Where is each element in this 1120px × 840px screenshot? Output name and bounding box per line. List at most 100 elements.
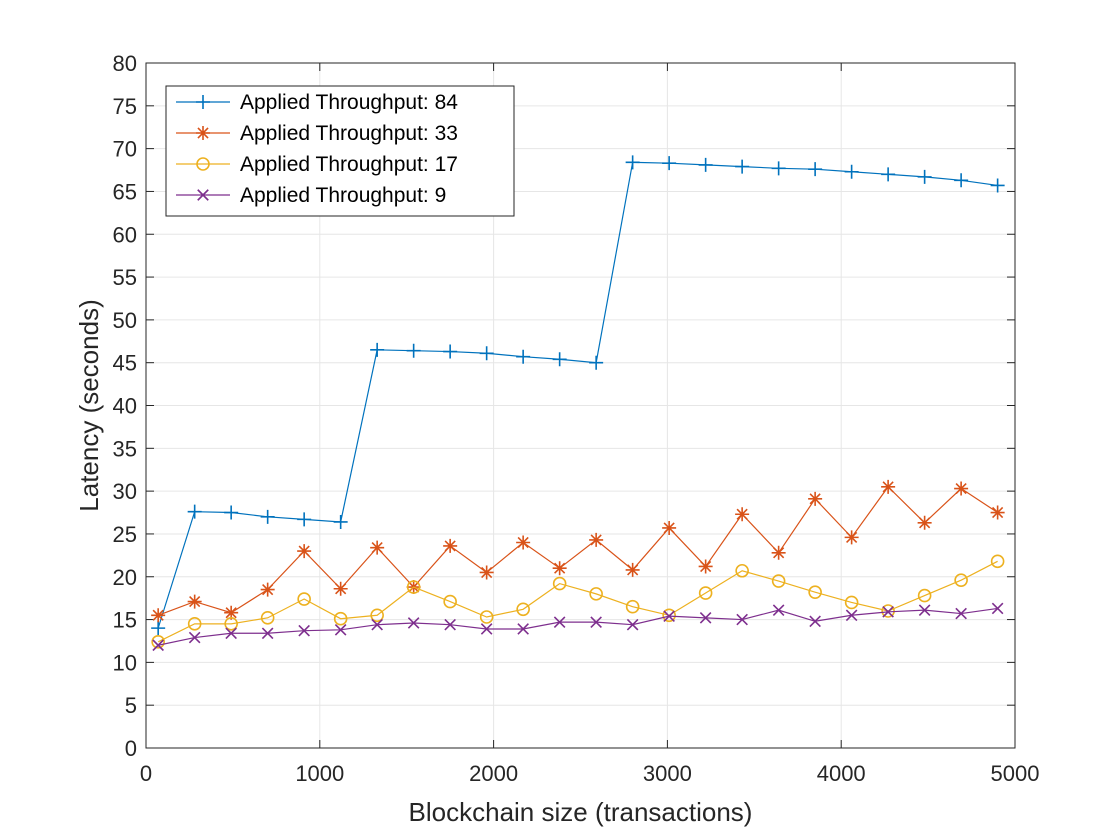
series-1-point xyxy=(516,349,531,364)
y-tick-label: 20 xyxy=(113,565,137,590)
series-layer xyxy=(151,155,1005,652)
series-3-point xyxy=(589,587,603,601)
series-2-point xyxy=(333,581,348,596)
series-3-point xyxy=(735,563,749,578)
series-line-3 xyxy=(157,560,998,643)
y-tick-label: 40 xyxy=(113,394,137,419)
y-tick-label: 70 xyxy=(113,137,137,162)
series-2-point xyxy=(370,540,385,555)
legend-label: Applied Throughput: 84 xyxy=(240,91,458,114)
series-2-point xyxy=(881,479,896,494)
x-tick-label: 5000 xyxy=(991,761,1040,786)
series-1-point xyxy=(954,173,969,188)
y-tick-label: 35 xyxy=(113,436,137,461)
y-tick-label: 15 xyxy=(113,608,137,633)
legend: Applied Throughput: 84 Applied Throughput… xyxy=(165,85,515,217)
series-2-point xyxy=(187,594,202,609)
series-4-point xyxy=(736,613,748,626)
x-tick-label: 0 xyxy=(140,761,152,786)
legend-marker xyxy=(196,95,210,109)
series-1-point xyxy=(443,344,458,359)
series-2-point xyxy=(698,559,713,574)
y-tick-label: 50 xyxy=(113,308,137,333)
y-tick-label: 60 xyxy=(113,222,137,247)
series-2-point xyxy=(552,561,567,576)
series-4-point xyxy=(845,609,858,622)
series-1-point xyxy=(479,346,494,361)
series-4-point xyxy=(371,618,383,631)
series-3-point xyxy=(224,617,238,631)
series-3-point xyxy=(808,585,822,599)
series-1-point xyxy=(224,505,239,520)
series-1-point xyxy=(370,342,385,357)
x-axis-label: Blockchain size (transactions) xyxy=(409,797,753,827)
series-2-point xyxy=(662,520,677,535)
axis-ticks: 0 1000 2000 3000 4000 5000 0 5 10 15 20 25 30 35 40 45 5… xyxy=(113,51,1040,786)
y-tick-label: 75 xyxy=(113,94,137,119)
series-3-point xyxy=(260,611,275,625)
series-2-point xyxy=(625,562,640,577)
series-3 xyxy=(151,554,1005,649)
y-tick-label: 10 xyxy=(113,650,137,675)
y-tick-label: 55 xyxy=(113,265,137,290)
series-2-point xyxy=(224,605,239,620)
x-tick-label: 1000 xyxy=(295,761,344,786)
series-4-point xyxy=(334,624,347,636)
series-4-point xyxy=(772,604,785,616)
series-2-point xyxy=(589,532,604,547)
series-3-point xyxy=(516,602,530,617)
series-4-point xyxy=(955,607,967,620)
legend-marker xyxy=(196,126,210,140)
series-1-point xyxy=(771,161,786,176)
legend-entry-2: Applied Throughput: 33 xyxy=(176,122,458,145)
series-1-point xyxy=(881,167,896,182)
series-1-point xyxy=(297,512,312,527)
series-3-point xyxy=(552,576,567,591)
series-3-point xyxy=(370,608,384,623)
series-1-point xyxy=(187,504,202,519)
y-tick-label: 25 xyxy=(113,522,137,547)
series-line-4 xyxy=(158,607,998,646)
series-1-point xyxy=(844,164,859,179)
series-1-point xyxy=(662,156,677,171)
series-4-point xyxy=(407,617,420,629)
legend-entry-4: Applied Throughput: 9 xyxy=(176,184,446,207)
series-3-point xyxy=(297,592,311,606)
series-1-point xyxy=(735,159,750,174)
y-tick-label: 30 xyxy=(113,479,137,504)
x-tick-label: 3000 xyxy=(643,761,692,786)
series-2-point xyxy=(808,491,823,506)
series-1-point xyxy=(406,343,421,358)
y-tick-label: 65 xyxy=(113,179,137,204)
series-1-point xyxy=(808,162,823,177)
y-tick-label: 45 xyxy=(113,351,137,376)
series-4-point xyxy=(882,606,894,618)
x-tick-label: 4000 xyxy=(817,761,866,786)
series-3-point xyxy=(698,586,713,600)
series-3-point xyxy=(151,635,165,649)
legend-marker xyxy=(197,189,209,201)
series-3-point xyxy=(333,611,348,626)
series-4-point xyxy=(991,602,1004,615)
series-1-point xyxy=(917,169,932,184)
series-1-point xyxy=(625,155,640,170)
series-4-point xyxy=(699,612,712,624)
series-4-point xyxy=(188,631,201,644)
series-1-point xyxy=(260,509,275,524)
series-4-point xyxy=(553,616,566,628)
series-1-point xyxy=(990,178,1005,193)
series-4-point xyxy=(225,627,237,640)
series-3-point xyxy=(479,610,494,624)
legend-entry-1: Applied Throughput: 84 xyxy=(176,91,458,114)
series-3-point xyxy=(662,608,676,623)
series-2-point xyxy=(479,565,494,580)
series-1-point xyxy=(552,352,567,367)
legend-box xyxy=(165,85,515,217)
y-tick-label: 5 xyxy=(125,693,137,718)
series-4-point xyxy=(152,639,164,652)
series-2-point xyxy=(990,505,1005,520)
series-3-point xyxy=(990,554,1005,569)
series-2 xyxy=(151,479,1005,623)
series-1-point xyxy=(698,157,713,172)
